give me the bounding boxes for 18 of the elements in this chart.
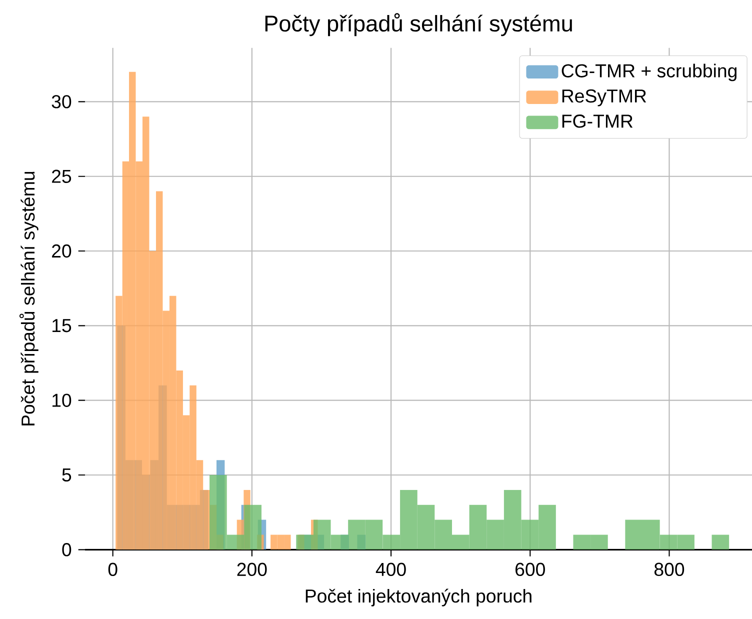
y-tick-label: 20 [52, 244, 72, 258]
y-tick-label: 0 [62, 543, 72, 556]
legend-label: ReSyTMR [562, 89, 646, 106]
y-tick-label: 5 [62, 468, 72, 482]
x-tick-label: 0 [108, 562, 118, 576]
x-tick-label: 800 [654, 562, 684, 576]
x-tick-label: 200 [237, 562, 267, 576]
y-tick-label: 30 [52, 95, 72, 108]
y-tick-label: 10 [52, 394, 72, 407]
chart-title: Počty případů selhání systému [265, 13, 572, 36]
y-axis-title: Počet případů selhání systému [19, 172, 38, 426]
x-tick-label: 400 [376, 562, 406, 576]
x-axis-title: Počet injektovaných poruch [306, 588, 532, 606]
y-tick-label: 25 [52, 170, 72, 183]
legend-label: FG-TMR [562, 114, 633, 128]
x-tick-label: 600 [516, 562, 545, 576]
y-tick-label: 15 [52, 319, 72, 332]
legend-label: CG-TMR + scrubbing [562, 64, 737, 82]
